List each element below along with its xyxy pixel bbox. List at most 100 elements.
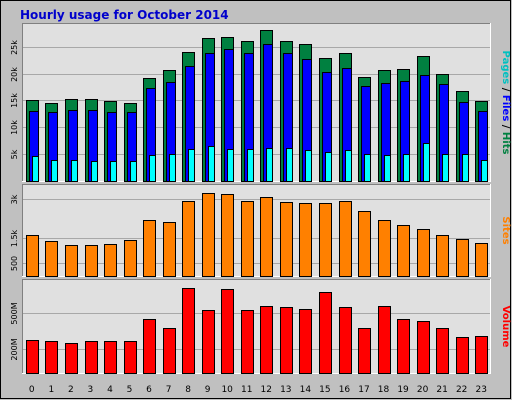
- bar-sites-15: [319, 203, 332, 277]
- panel-background: [22, 279, 491, 374]
- x-tick-label: 11: [241, 385, 252, 395]
- bar-pages-14: [305, 150, 312, 182]
- bar-sites-16: [339, 201, 352, 277]
- panel-traffic: 5k 10k 15k 20k 25k Pages / Files / Hits: [10, 23, 511, 182]
- x-tick-label: 0: [29, 385, 35, 395]
- y-tick-label: 1.5k: [10, 229, 19, 247]
- x-tick-label: 21: [436, 385, 447, 395]
- bar-sites-22: [456, 239, 469, 277]
- panel-volume: 200M 500M Volume: [10, 279, 511, 374]
- bar-pages-9: [208, 146, 215, 182]
- x-tick-label: 10: [221, 385, 233, 395]
- panel-label-part: Sites: [500, 216, 511, 244]
- bar-sites-21: [436, 235, 449, 277]
- bar-sites-13: [280, 202, 293, 277]
- bar-pages-18: [384, 155, 391, 182]
- bar-pages-0: [32, 156, 39, 182]
- bar-volume-17: [358, 328, 371, 374]
- bar-pages-20: [423, 143, 430, 182]
- bar-sites-0: [26, 235, 39, 277]
- bar-volume-4: [104, 341, 117, 374]
- x-tick-label: 17: [358, 385, 369, 395]
- panel-label-traffic: Pages / Files / Hits: [500, 51, 511, 155]
- y-tick-label: 500M: [10, 302, 19, 324]
- x-tick-label: 9: [205, 385, 211, 395]
- bar-pages-22: [462, 154, 469, 182]
- x-tick-label: 6: [146, 385, 152, 395]
- bar-pages-7: [169, 154, 176, 182]
- x-tick-label: 14: [300, 385, 312, 395]
- bar-volume-9: [202, 310, 215, 374]
- bar-pages-15: [325, 152, 332, 182]
- bar-pages-17: [364, 154, 371, 182]
- bar-volume-23: [475, 336, 488, 374]
- x-tick-label: 7: [166, 385, 172, 395]
- bar-pages-10: [227, 149, 234, 182]
- x-tick-label: 5: [127, 385, 133, 395]
- panel-label-part: /: [500, 121, 511, 132]
- bar-volume-10: [221, 289, 234, 374]
- bar-sites-20: [417, 229, 430, 277]
- bar-pages-23: [481, 160, 488, 182]
- bar-volume-21: [436, 328, 449, 374]
- x-tick-label: 4: [107, 385, 113, 395]
- bar-volume-5: [124, 341, 137, 374]
- panel-label-volume: Volume: [500, 306, 511, 348]
- bar-volume-6: [143, 319, 156, 374]
- bar-pages-11: [247, 149, 254, 182]
- bar-volume-19: [397, 319, 410, 374]
- bar-pages-6: [149, 155, 156, 182]
- chart-title: Hourly usage for October 2014: [20, 8, 229, 22]
- bar-pages-8: [188, 149, 195, 182]
- bar-volume-8: [182, 288, 195, 374]
- bar-sites-10: [221, 194, 234, 277]
- bar-pages-21: [442, 154, 449, 182]
- panel-label-part: Files: [500, 95, 511, 121]
- x-tick-label: 3: [88, 385, 94, 395]
- x-tick-label: 1: [48, 385, 54, 395]
- bar-volume-12: [260, 306, 273, 374]
- x-tick-label: 15: [319, 385, 330, 395]
- panel-label-part: /: [500, 84, 511, 95]
- bar-volume-18: [378, 306, 391, 374]
- y-tick-label: 25k: [10, 40, 19, 55]
- bar-volume-7: [163, 328, 176, 374]
- panel-background: [22, 23, 491, 182]
- bar-sites-19: [397, 225, 410, 277]
- x-tick-label: 16: [339, 385, 351, 395]
- bar-pages-16: [345, 150, 352, 182]
- bar-sites-12: [260, 197, 273, 277]
- bar-sites-3: [85, 245, 98, 277]
- bar-volume-1: [45, 341, 58, 374]
- bar-volume-15: [319, 292, 332, 374]
- bar-pages-2: [71, 160, 78, 182]
- y-tick-label: 500: [10, 256, 19, 271]
- bar-volume-3: [85, 341, 98, 374]
- x-tick-label: 19: [397, 385, 409, 395]
- panel-label-part: Pages: [500, 51, 511, 85]
- x-tick-label: 2: [68, 385, 74, 395]
- x-tick-label: 12: [261, 385, 272, 395]
- bar-sites-4: [104, 244, 117, 277]
- panel-label-part: Hits: [500, 132, 511, 155]
- panel-sites: 500 1.5k 3k Sites: [10, 184, 511, 277]
- x-tick-label: 22: [456, 385, 467, 395]
- bar-sites-11: [241, 201, 254, 277]
- x-tick-label: 8: [185, 385, 191, 395]
- x-tick-label: 18: [378, 385, 390, 395]
- panel-label-part: Volume: [500, 306, 511, 348]
- y-tick-label: 10k: [10, 120, 19, 135]
- bar-pages-19: [403, 154, 410, 182]
- chart-panels: 5k 10k 15k 20k 25k Pages / Files / Hits 500 1.5…: [10, 23, 511, 395]
- bar-sites-23: [475, 243, 488, 277]
- bar-pages-1: [51, 160, 58, 182]
- bar-volume-22: [456, 337, 469, 374]
- y-tick-label: 5k: [10, 149, 19, 159]
- x-tick-label: 20: [417, 385, 429, 395]
- y-tick-label: 200M: [10, 338, 19, 360]
- bar-sites-6: [143, 220, 156, 277]
- bar-volume-14: [299, 309, 312, 374]
